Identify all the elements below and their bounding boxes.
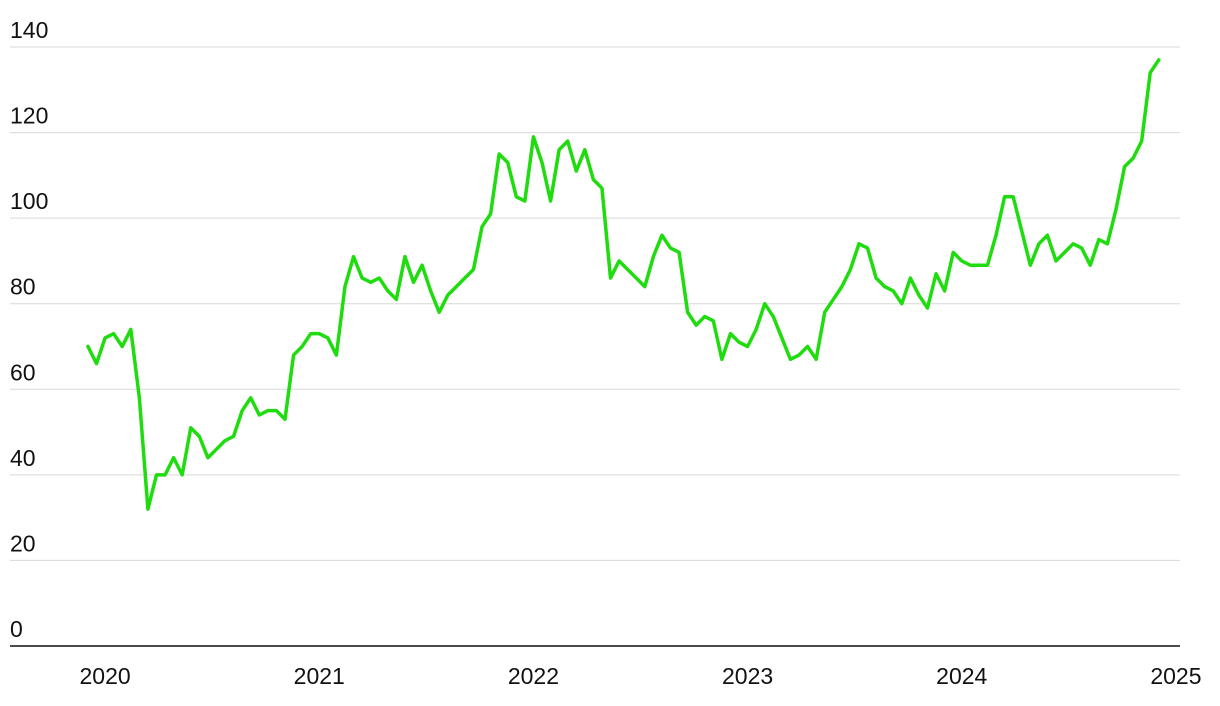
data-line: [86, 58, 1161, 511]
x-tick-label: 2020: [80, 663, 131, 689]
y-tick-label: 0: [10, 616, 23, 642]
y-tick-label: 20: [10, 530, 36, 556]
x-tick-label: 2023: [722, 663, 773, 689]
y-tick-label: 60: [10, 359, 36, 385]
y-tick-label: 120: [10, 103, 48, 129]
x-tick-label: 2025: [1150, 663, 1201, 689]
x-tick-label: 2021: [294, 663, 345, 689]
y-tick-label: 80: [10, 274, 36, 300]
y-tick-label: 100: [10, 188, 48, 214]
x-tick-label: 2024: [936, 663, 987, 689]
y-tick-label: 140: [10, 17, 48, 43]
y-tick-label: 40: [10, 445, 36, 471]
x-tick-label: 2022: [508, 663, 559, 689]
